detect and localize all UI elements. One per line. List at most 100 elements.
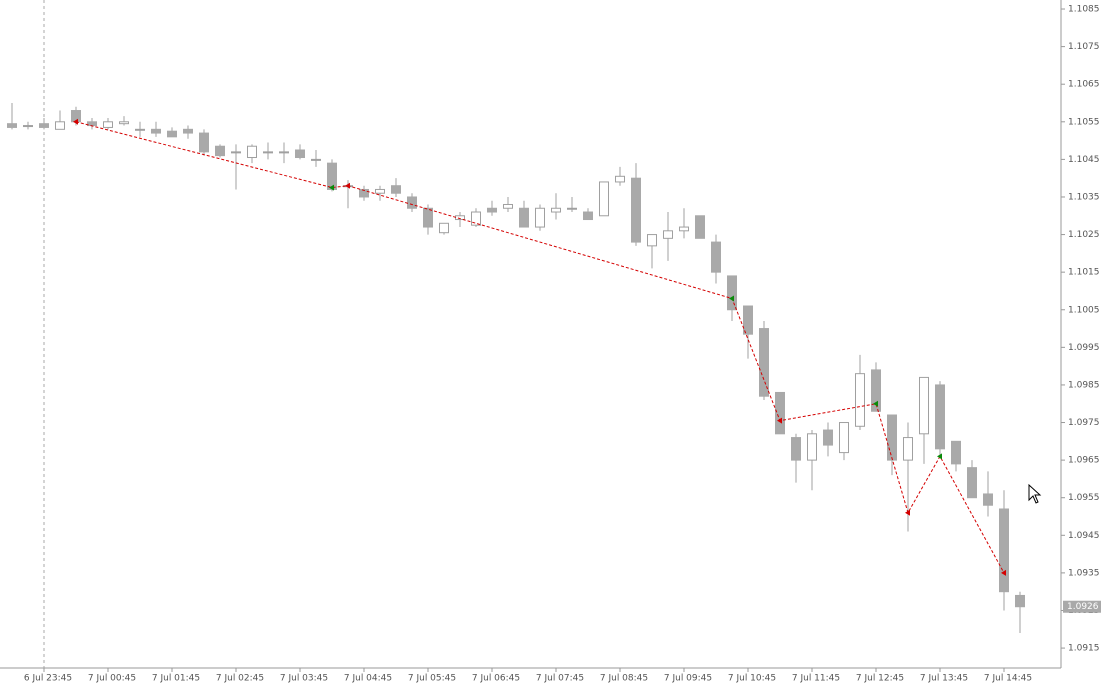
candle-body [775, 391, 785, 435]
candle-body [615, 175, 625, 183]
y-tick-label: 1.0975 [1068, 418, 1100, 428]
candle-body [199, 132, 209, 153]
candle-body [119, 121, 129, 125]
candle-body [551, 207, 561, 213]
x-tick-label: 7 Jul 09:45 [664, 674, 712, 684]
candle-body [135, 128, 145, 131]
candle-body [567, 207, 577, 210]
candle-body [39, 123, 49, 128]
candle-body [423, 207, 433, 228]
y-tick-label: 1.0965 [1068, 456, 1100, 466]
candle-body [471, 211, 481, 226]
candle-body [279, 151, 289, 154]
candle-body [695, 215, 705, 239]
x-tick-label: 7 Jul 05:45 [408, 674, 456, 684]
candle-body [23, 125, 33, 128]
candle-body [887, 414, 897, 461]
candle-body [183, 128, 193, 134]
x-tick-label: 7 Jul 08:45 [600, 674, 648, 684]
candle-body [647, 234, 657, 247]
signal-arrow [873, 400, 878, 407]
x-tick-label: 7 Jul 03:45 [280, 674, 328, 684]
y-tick-label: 1.1085 [1068, 5, 1100, 15]
candle-body [263, 151, 273, 154]
candle-body [663, 230, 673, 239]
y-tick-label: 1.0915 [1068, 644, 1100, 654]
x-tick-label: 7 Jul 02:45 [216, 674, 264, 684]
candle-body [87, 121, 97, 127]
x-tick-label: 7 Jul 07:45 [536, 674, 584, 684]
signal-arrow [937, 453, 942, 460]
y-tick-label: 1.1045 [1068, 155, 1100, 165]
candle-body [983, 493, 993, 506]
last-price-box [1063, 600, 1101, 613]
candle-body [727, 275, 737, 311]
candle-body [103, 121, 113, 128]
x-tick-label: 7 Jul 00:45 [88, 674, 136, 684]
signal-arrow [73, 118, 78, 125]
candle-body [247, 145, 257, 159]
signal-arrow [777, 417, 782, 424]
candle-body [151, 128, 161, 134]
candle-body [951, 440, 961, 465]
candle-body [167, 130, 177, 138]
x-tick-label: 7 Jul 13:45 [920, 674, 968, 684]
y-tick-label: 1.1035 [1068, 192, 1100, 202]
candle-body [327, 162, 337, 190]
candle-body [679, 226, 689, 232]
candle-body [7, 123, 17, 128]
y-tick-label: 1.1065 [1068, 80, 1100, 90]
x-tick-label: 7 Jul 01:45 [152, 674, 200, 684]
candle-body [823, 429, 833, 446]
candle-body [839, 422, 849, 454]
y-tick-label: 1.1005 [1068, 305, 1100, 315]
candle-body [519, 207, 529, 228]
candle-body [919, 376, 929, 435]
x-tick-label: 7 Jul 04:45 [344, 674, 392, 684]
signal-arrow [1001, 569, 1006, 576]
candle-body [407, 196, 417, 209]
candle-body [375, 188, 385, 194]
candle-body [807, 433, 817, 461]
x-tick-label: 7 Jul 11:45 [792, 674, 840, 684]
candle-body [999, 508, 1009, 593]
y-tick-label: 1.1015 [1068, 268, 1100, 278]
y-tick-label: 1.0985 [1068, 380, 1100, 390]
y-tick-label: 1.1025 [1068, 230, 1100, 240]
candle-body [391, 185, 401, 194]
x-tick-label: 7 Jul 14:45 [984, 674, 1032, 684]
candle-body [583, 211, 593, 221]
y-tick-label: 1.0955 [1068, 493, 1100, 503]
candle-body [903, 437, 913, 461]
candle-body [759, 328, 769, 397]
signal-arrow [905, 509, 910, 516]
x-tick-label: 6 Jul 23:45 [24, 674, 72, 684]
candle-body [711, 241, 721, 273]
y-tick-label: 1.0945 [1068, 531, 1100, 541]
candle-body [503, 203, 513, 209]
candle-body [359, 188, 369, 198]
candle-body [935, 384, 945, 450]
candle-body [487, 207, 497, 213]
x-tick-label: 7 Jul 12:45 [856, 674, 904, 684]
candle-body [295, 149, 305, 159]
signal-arrow [729, 295, 734, 302]
y-tick-label: 1.1055 [1068, 117, 1100, 127]
candle-body [55, 121, 65, 130]
candle-body [855, 373, 865, 427]
mouse-cursor [1028, 483, 1042, 504]
last-price-label: 1.0926 [1067, 602, 1099, 612]
candle-body [535, 207, 545, 228]
candle-body [631, 177, 641, 243]
y-tick-label: 1.0995 [1068, 343, 1100, 353]
signal-arrow [345, 182, 350, 189]
x-tick-label: 7 Jul 06:45 [472, 674, 520, 684]
candle-body [599, 181, 609, 217]
candle-body [791, 437, 801, 461]
candle-body [871, 369, 881, 412]
candle-body [215, 145, 225, 157]
candle-body [311, 158, 321, 161]
signal-arrow [329, 184, 334, 191]
